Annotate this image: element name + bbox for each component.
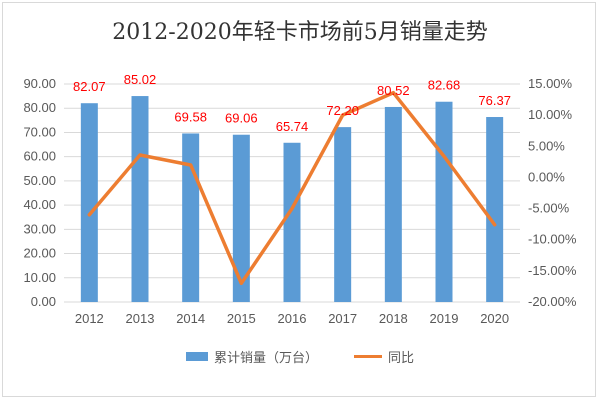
- yoy-point-2020: [493, 223, 496, 226]
- bar-2016: [284, 143, 301, 302]
- x-tick-label: 2017: [328, 311, 357, 326]
- bar-data-label: 69.58: [174, 109, 207, 124]
- legend-swatch-bar: [186, 352, 208, 361]
- y-left-tick-label: 50.00: [23, 173, 56, 188]
- y-left-tick-label: 90.00: [23, 76, 56, 91]
- x-tick-label: 2019: [430, 311, 459, 326]
- y-left-tick-label: 40.00: [23, 197, 56, 212]
- bar-data-label: 82.07: [73, 79, 106, 94]
- y-left-tick-label: 0.00: [31, 294, 56, 309]
- y-right-tick-label: 10.00%: [528, 107, 573, 122]
- legend-label-sales: 累计销量（万台）: [214, 347, 318, 366]
- legend-swatch-line: [354, 355, 382, 358]
- bar-2020: [486, 117, 503, 302]
- y-left-tick-label: 60.00: [23, 149, 56, 164]
- legend-label-yoy: 同比: [388, 347, 414, 366]
- yoy-point-2019: [443, 155, 446, 158]
- legend-item-sales: 累计销量（万台）: [186, 347, 318, 366]
- bar-data-label: 65.74: [276, 119, 309, 134]
- y-right-tick-label: -5.00%: [528, 201, 570, 216]
- x-tick-label: 2018: [379, 311, 408, 326]
- yoy-point-2015: [240, 282, 243, 285]
- bar-data-label: 69.06: [225, 111, 258, 126]
- y-right-tick-label: -10.00%: [528, 232, 577, 247]
- bar-2019: [436, 102, 453, 302]
- legend-item-yoy: 同比: [354, 347, 414, 366]
- yoy-point-2012: [88, 213, 91, 216]
- bar-data-label: 72.20: [326, 103, 359, 118]
- y-right-tick-label: 15.00%: [528, 76, 573, 91]
- x-tick-label: 2014: [176, 311, 205, 326]
- x-tick-label: 2016: [278, 311, 307, 326]
- bar-data-label: 80.52: [377, 83, 410, 98]
- bar-data-label: 82.68: [428, 78, 461, 93]
- y-left-tick-label: 80.00: [23, 100, 56, 115]
- y-left-tick-label: 70.00: [23, 124, 56, 139]
- y-right-tick-label: 5.00%: [528, 138, 565, 153]
- y-right-tick-label: -15.00%: [528, 263, 577, 278]
- y-right-tick-label: 0.00%: [528, 169, 565, 184]
- bar-2013: [132, 96, 149, 302]
- x-tick-label: 2013: [126, 311, 155, 326]
- bar-data-label: 76.37: [478, 93, 511, 108]
- bar-data-label: 85.02: [124, 72, 157, 87]
- bar-2017: [334, 127, 351, 302]
- y-left-tick-label: 20.00: [23, 246, 56, 261]
- y-left-tick-label: 10.00: [23, 270, 56, 285]
- bar-2012: [81, 103, 98, 302]
- bar-2014: [182, 133, 199, 302]
- x-tick-label: 2015: [227, 311, 256, 326]
- chart-plot: 0.00 10.00 20.00 30.00 40.00 50.00 60.00 70.00 8…: [0, 0, 600, 401]
- yoy-point-2014: [189, 163, 192, 166]
- x-tick-label: 2012: [75, 311, 104, 326]
- y-right-tick-label: -20.00%: [528, 294, 577, 309]
- yoy-point-2013: [139, 154, 142, 157]
- yoy-point-2016: [291, 207, 294, 210]
- y-left-tick-label: 30.00: [23, 221, 56, 236]
- x-tick-label: 2020: [480, 311, 509, 326]
- bar-2018: [385, 107, 402, 302]
- chart-legend: 累计销量（万台） 同比: [0, 347, 600, 366]
